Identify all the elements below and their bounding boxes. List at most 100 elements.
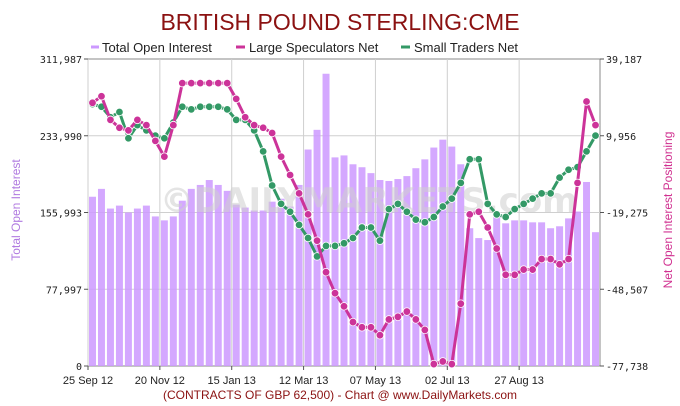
left-tick-label: 0 (76, 362, 82, 373)
legend-item-open-interest[interactable]: Total Open Interest (91, 40, 212, 55)
large-speculators-point (151, 136, 160, 146)
small-traders-point (115, 107, 124, 117)
large-speculators-point (214, 78, 223, 88)
large-speculators-point (411, 315, 421, 324)
large-speculators-point (456, 299, 465, 308)
open-interest-bar (403, 176, 411, 366)
large-speculators-point (267, 128, 277, 138)
small-traders-point (465, 155, 474, 164)
legend-item-small-traders[interactable]: Small Traders Net (401, 40, 518, 55)
small-traders-point (187, 105, 196, 114)
large-speculators-point (393, 312, 403, 322)
small-traders-point (384, 204, 394, 214)
small-traders-point (357, 223, 367, 232)
small-traders-point (438, 202, 448, 211)
open-interest-bar (151, 216, 159, 366)
small-traders-point (447, 194, 456, 203)
open-interest-bar (412, 168, 420, 366)
large-speculators-point (187, 78, 196, 88)
open-interest-bar (475, 238, 483, 366)
small-traders-point (303, 233, 313, 243)
large-speculators-point (591, 120, 600, 130)
x-tick-label: 25 Sep 12 (63, 375, 113, 387)
right-tick-label: 39,187 (606, 55, 642, 66)
large-speculators-point (465, 210, 474, 219)
legend-label-open-interest: Total Open Interest (102, 40, 212, 55)
small-traders-point (429, 212, 439, 222)
small-traders-point (591, 131, 600, 140)
open-interest-bar (394, 179, 402, 366)
left-tick-label: 311,987 (40, 55, 82, 66)
small-traders-point (223, 105, 232, 114)
large-speculators-point (169, 120, 178, 130)
open-interest-bar (547, 228, 555, 366)
open-interest-bar (124, 212, 132, 366)
open-interest-bar (250, 210, 258, 366)
open-interest-bar (214, 184, 222, 366)
large-speculators-point (429, 359, 439, 369)
legend-item-large-speculators[interactable]: Large Speculators Net (236, 40, 379, 55)
legend-label-small-traders: Small Traders Net (414, 40, 518, 55)
large-speculators-point (276, 152, 286, 161)
series-lines (88, 78, 600, 369)
open-interest-bar (133, 208, 141, 366)
open-interest-bar (502, 223, 510, 366)
large-speculators-point (420, 325, 430, 335)
open-interest-bar (583, 181, 591, 366)
open-interest-bar (142, 205, 150, 366)
large-speculators-point (312, 236, 322, 245)
small-traders-point (519, 199, 528, 209)
open-interest-bar (340, 155, 348, 366)
small-traders-point (214, 102, 223, 111)
large-speculators-point (573, 178, 582, 188)
open-interest-bar (286, 206, 294, 366)
chart-title: BRITISH POUND STERLING:CME (160, 9, 519, 35)
legend-label-large-speculators: Large Speculators Net (249, 40, 379, 55)
small-traders-point (285, 207, 295, 216)
open-interest-bar (223, 190, 231, 366)
right-tick-label: 9,956 (606, 132, 636, 143)
chart-footer: (CONTRACTS OF GBP 62,500) - Chart @ www.… (163, 388, 517, 402)
large-speculators-point (124, 126, 133, 135)
open-interest-bar (574, 211, 582, 366)
large-speculators-point (178, 78, 187, 88)
open-interest-bar (295, 184, 303, 366)
open-interest-bar (187, 188, 195, 366)
small-traders-point (411, 215, 421, 224)
open-interest-bar (493, 216, 501, 366)
small-traders-point (582, 147, 591, 156)
small-traders-point (366, 223, 376, 232)
x-tick-label: 15 Jan 13 (208, 375, 256, 387)
open-interest-bar (511, 220, 519, 366)
small-traders-point (483, 199, 492, 209)
large-speculators-point (564, 254, 573, 264)
large-speculators-point (339, 302, 349, 311)
large-speculators-point (528, 265, 537, 274)
open-interest-bar (592, 232, 599, 366)
open-interest-bar (205, 180, 213, 366)
open-interest-bar (169, 216, 177, 366)
large-speculators-point (97, 92, 106, 101)
large-speculators-point (285, 170, 295, 180)
small-traders-point (528, 194, 537, 203)
small-traders-point (375, 236, 385, 245)
open-interest-bar (529, 222, 537, 366)
left-tick-label: 233,990 (40, 132, 82, 143)
large-speculators-point (483, 223, 492, 232)
large-speculators-point (438, 357, 448, 366)
large-speculators-point (115, 123, 124, 132)
large-speculators-point (232, 94, 241, 104)
large-speculators-point (492, 244, 501, 253)
open-interest-bar (268, 201, 276, 366)
large-speculators-point (537, 254, 546, 264)
open-interest-bar (313, 129, 321, 366)
large-speculators-point (321, 267, 331, 277)
large-speculators-point (375, 330, 385, 340)
open-interest-bar (115, 205, 123, 366)
right-axis-label: Net Open Interest Positioning (661, 132, 675, 289)
open-interest-bar (376, 180, 384, 366)
small-traders-point (555, 173, 564, 182)
large-speculators-point (249, 120, 259, 130)
small-traders-point (510, 204, 519, 214)
